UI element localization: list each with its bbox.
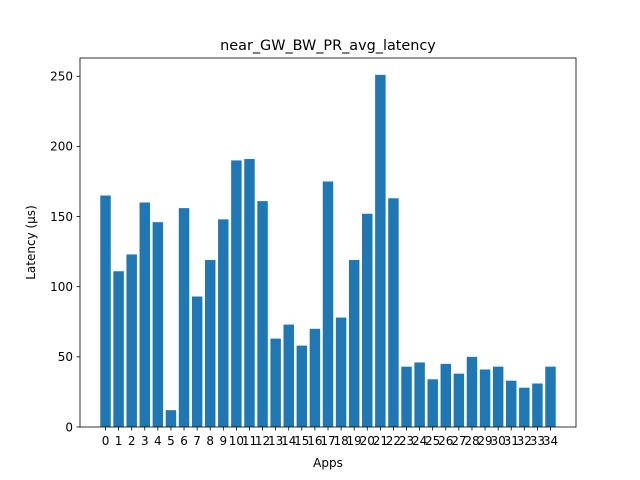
y-axis-label: Latency (µs) (24, 205, 38, 280)
x-tick-label: 24 (412, 434, 427, 448)
bar-29 (479, 369, 491, 427)
bar-12 (257, 201, 268, 427)
x-tick-label: 12 (255, 434, 270, 448)
x-tick-label: 9 (219, 434, 227, 448)
x-tick-label: 25 (425, 434, 440, 448)
plot-area-frame (79, 57, 577, 428)
x-tick-label: 4 (154, 434, 162, 448)
bar-27 (453, 373, 465, 427)
x-tick-label: 3 (141, 434, 149, 448)
x-tick-label: 20 (360, 434, 375, 448)
x-tick-label: 21 (373, 434, 388, 448)
bar-31 (505, 380, 517, 427)
x-tick-label: 31 (504, 434, 519, 448)
bar-13 (270, 338, 281, 427)
bar-2 (126, 254, 137, 427)
y-tick-label: 100 (50, 280, 73, 294)
x-tick-label: 33 (530, 434, 545, 448)
bar-21 (375, 74, 386, 427)
x-tick-label: 27 (451, 434, 466, 448)
bar-0 (100, 195, 111, 427)
bar-15 (296, 345, 308, 427)
bar-25 (427, 379, 438, 427)
bars-group (100, 74, 556, 428)
x-tick-label: 28 (464, 434, 479, 448)
bar-5 (165, 410, 177, 427)
x-tick-label: 16 (307, 434, 322, 448)
bar-34 (545, 366, 556, 427)
x-tick-label: 19 (347, 434, 362, 448)
y-tick-label: 50 (58, 350, 73, 364)
bar-17 (322, 181, 334, 427)
x-tick-label: 10 (229, 434, 244, 448)
bar-18 (335, 317, 347, 427)
bar-1 (113, 271, 124, 427)
bar-4 (152, 222, 164, 427)
bar-14 (283, 324, 294, 427)
bar-19 (348, 260, 360, 427)
x-tick-label: 0 (102, 434, 110, 448)
x-axis-ticks: 0 1 2 3 4 5 6 7 8 9 101112131415161718192021222324… (102, 427, 558, 448)
x-tick-label: 6 (180, 434, 188, 448)
bar-11 (244, 159, 255, 427)
bar-26 (440, 363, 452, 427)
y-tick-label: 0 (65, 420, 73, 434)
bar-7 (191, 296, 203, 427)
bar-6 (178, 208, 190, 427)
bar-28 (466, 356, 478, 427)
chart-title: near_GW_BW_PR_avg_latency (220, 38, 436, 54)
x-tick-label: 14 (281, 434, 296, 448)
x-tick-label: 30 (490, 434, 505, 448)
bar-23 (401, 366, 412, 427)
bar-20 (362, 213, 373, 427)
x-tick-label: 13 (268, 434, 283, 448)
x-tick-label: 32 (517, 434, 532, 448)
y-tick-label: 150 (50, 210, 73, 224)
bar-8 (204, 260, 216, 427)
bar-22 (388, 198, 399, 427)
x-tick-label: 8 (206, 434, 214, 448)
x-tick-label: 26 (438, 434, 453, 448)
y-tick-label: 250 (50, 70, 73, 84)
x-tick-label: 7 (193, 434, 201, 448)
bar-30 (492, 366, 504, 427)
x-axis-label: Apps (313, 456, 343, 470)
x-tick-label: 29 (477, 434, 492, 448)
bar-24 (414, 362, 425, 427)
bar-33 (532, 383, 543, 427)
bar-10 (231, 160, 242, 428)
x-tick-label: 15 (294, 434, 309, 448)
bar-9 (218, 219, 229, 427)
x-tick-label: 23 (399, 434, 414, 448)
x-tick-label: 1 (115, 434, 123, 448)
bar-3 (139, 202, 151, 427)
y-axis-ticks: 0 50 100 150 200 250 (50, 70, 80, 434)
bar-16 (309, 328, 321, 427)
x-tick-label: 17 (320, 434, 335, 448)
x-tick-label: 11 (242, 434, 257, 448)
bar-32 (519, 387, 530, 427)
x-tick-label: 5 (167, 434, 175, 448)
x-tick-label: 18 (333, 434, 348, 448)
x-tick-label: 2 (128, 434, 136, 448)
x-tick-label: 22 (386, 434, 401, 448)
x-tick-label: 34 (543, 434, 558, 448)
y-tick-label: 200 (50, 140, 73, 154)
